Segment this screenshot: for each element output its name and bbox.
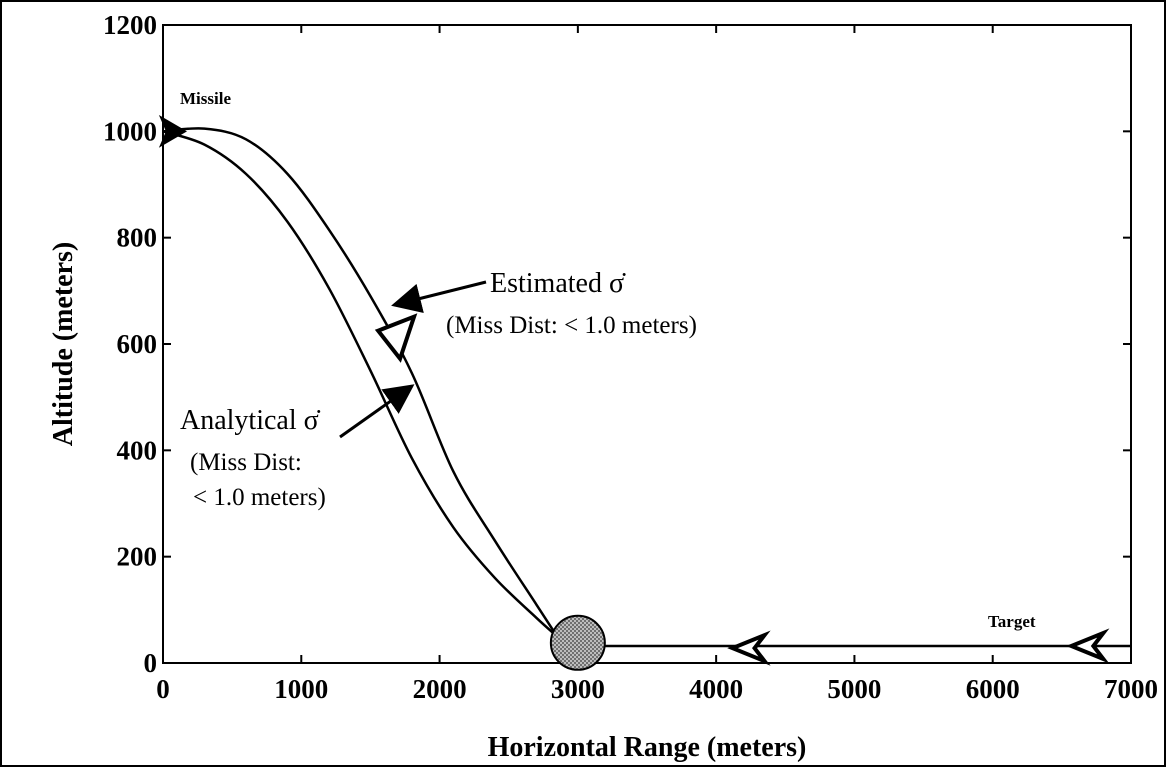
missile-start-marker — [158, 114, 187, 148]
estimated-label: Estimated σ̇ — [490, 268, 626, 299]
x-tick-label: 1000 — [274, 674, 328, 704]
x-axis-label: Horizontal Range (meters) — [488, 732, 807, 763]
analytical-trajectory-line — [162, 130, 558, 638]
y-tick-label: 800 — [117, 223, 158, 253]
x-tick-label: 3000 — [551, 674, 605, 704]
y-tick-label: 200 — [117, 542, 158, 572]
estimated-annotation-arrow — [391, 280, 487, 314]
series-group — [162, 127, 1131, 648]
axis-ticks — [162, 24, 1132, 664]
analytical-note-2: < 1.0 meters) — [193, 484, 326, 511]
y-tick-label: 400 — [117, 435, 158, 465]
x-tick-label: 0 — [156, 674, 170, 704]
missile-label: Missile — [180, 89, 231, 108]
intercept-point-marker — [549, 614, 606, 671]
target-direction-marker — [727, 630, 771, 666]
x-tick-label: 6000 — [966, 674, 1020, 704]
estimated-note: (Miss Dist: < 1.0 meters) — [446, 312, 697, 339]
target-direction-marker — [1066, 628, 1110, 664]
target-label: Target — [988, 612, 1036, 631]
x-tick-label: 2000 — [413, 674, 467, 704]
analytical-note-1: (Miss Dist: — [190, 449, 302, 476]
x-tick-label: 5000 — [827, 674, 881, 704]
x-tick-label: 7000 — [1104, 674, 1158, 704]
missile-direction-marker — [374, 313, 418, 363]
x-tick-label: 4000 — [689, 674, 743, 704]
analytical-label: Analytical σ̇ — [180, 405, 321, 436]
estimated-trajectory-line — [162, 127, 559, 638]
y-tick-label: 600 — [117, 329, 158, 359]
analytical-annotation-arrow — [339, 384, 415, 439]
y-tick-label: 0 — [144, 648, 158, 678]
y-axis-label: Altitude (meters) — [48, 242, 79, 446]
y-tick-label: 1200 — [103, 10, 157, 40]
plot-area — [162, 24, 1132, 664]
axis-tick-labels: 0 1000 2000 3000 4000 5000 6000 7000 0 200 400 600 8… — [103, 10, 1158, 704]
marker-group — [158, 114, 1110, 671]
y-tick-label: 1000 — [103, 116, 157, 146]
